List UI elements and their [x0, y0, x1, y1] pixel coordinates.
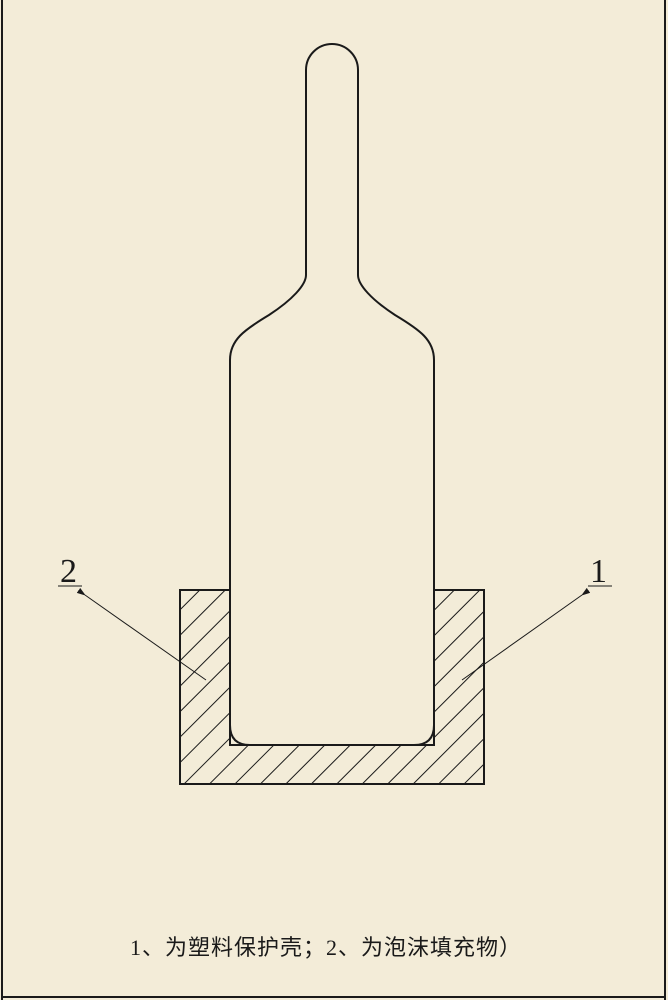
legend-caption: 1、为塑料保护壳；2、为泡沫填充物）: [130, 930, 522, 962]
page-root: 1 2 1、为塑料保护壳；2、为泡沫填充物）: [0, 0, 668, 1000]
diagram-svg: 1 2: [0, 0, 668, 900]
label-2-text: 2: [60, 553, 77, 590]
label-1-text: 1: [590, 553, 607, 590]
shell-hatched: [180, 590, 484, 784]
bottle-outline: [230, 44, 434, 745]
frame-bottom: [1, 996, 666, 998]
